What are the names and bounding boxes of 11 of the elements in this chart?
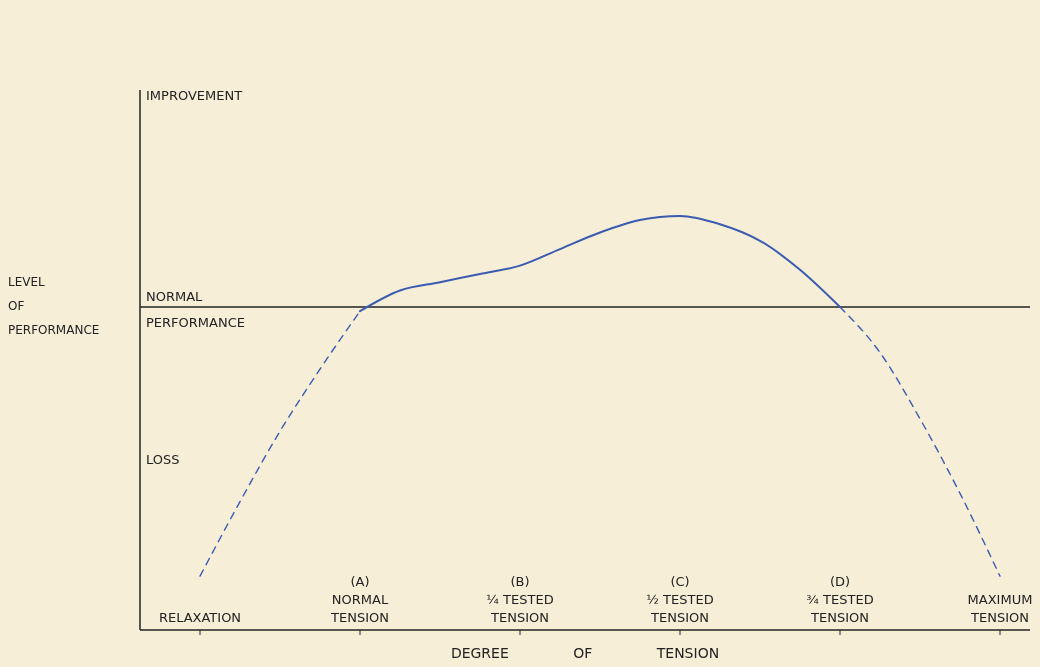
x-tick-label: (A) NORMAL TENSION: [330, 574, 389, 625]
x-tick-label: RELAXATION: [158, 610, 242, 625]
x-tick-label: (B) ¼ TESTED TENSION: [486, 574, 554, 625]
y-axis-title: LEVEL OF PERFORMANCE: [8, 275, 100, 338]
text: IMPROVEMENT: [146, 88, 243, 103]
x-tick-label: (D) ¾ TESTED TENSION: [806, 574, 874, 625]
x-tick-label: MAXIMUM TENSION: [967, 592, 1033, 625]
ref-line-label: NORMAL PERFORMANCE: [146, 289, 245, 331]
x-axis-title: DEGREE OF TENSION: [450, 645, 720, 661]
text: LOSS: [146, 452, 180, 468]
x-tick-label: (C) ½ TESTED TENSION: [646, 574, 714, 625]
